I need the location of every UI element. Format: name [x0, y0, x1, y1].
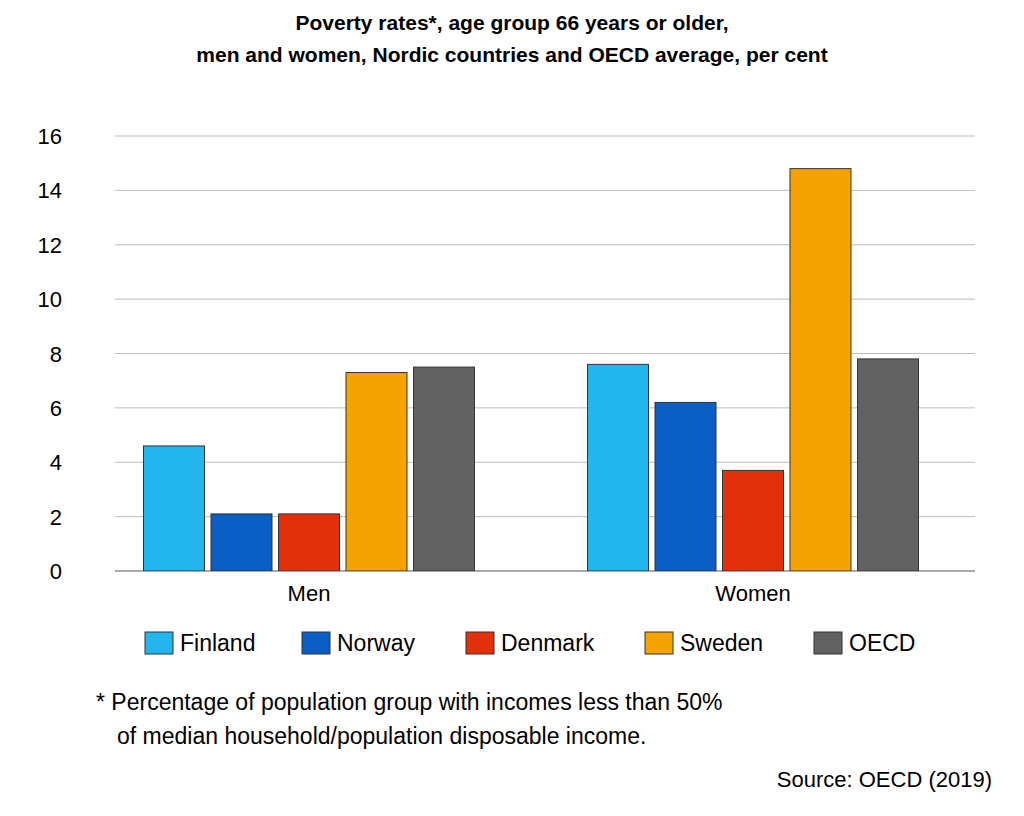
- bar: [790, 169, 851, 571]
- legend-swatch: [466, 632, 494, 654]
- bar: [346, 373, 407, 571]
- legend-label: Finland: [180, 630, 255, 656]
- legend-label: Sweden: [680, 630, 763, 656]
- y-tick-label: 4: [50, 450, 62, 475]
- y-tick-label: 2: [50, 505, 62, 530]
- chart-title: Poverty rates*, age group 66 years or ol…: [295, 11, 728, 34]
- bar: [588, 364, 649, 571]
- bar: [414, 367, 475, 571]
- source: Source: OECD (2019): [777, 767, 992, 792]
- footnote: of median household/population disposabl…: [117, 723, 646, 749]
- legend-swatch: [302, 632, 330, 654]
- legend-label: OECD: [849, 630, 915, 656]
- legend-label: Norway: [337, 630, 415, 656]
- x-tick-label: Women: [715, 581, 790, 606]
- y-tick-label: 12: [38, 233, 62, 258]
- y-tick-label: 10: [38, 287, 62, 312]
- bar: [655, 402, 716, 571]
- y-tick-label: 14: [38, 178, 62, 203]
- bar: [279, 514, 340, 571]
- chart: Poverty rates*, age group 66 years or ol…: [0, 0, 1024, 816]
- footnote: * Percentage of population group with in…: [96, 689, 723, 715]
- legend-label: Denmark: [501, 630, 595, 656]
- grid-line: [115, 136, 975, 137]
- bars: [144, 169, 919, 571]
- legend-swatch: [814, 632, 842, 654]
- y-tick-label: 6: [50, 396, 62, 421]
- bar: [144, 446, 205, 571]
- bar: [211, 514, 272, 571]
- chart-title: men and women, Nordic countries and OECD…: [196, 43, 827, 66]
- y-tick-label: 8: [50, 342, 62, 367]
- y-tick-label: 16: [38, 124, 62, 149]
- legend-swatch: [645, 632, 673, 654]
- legend-swatch: [145, 632, 173, 654]
- y-tick-label: 0: [50, 559, 62, 584]
- bar: [723, 470, 784, 571]
- x-tick-label: Men: [288, 581, 331, 606]
- bar: [858, 359, 919, 571]
